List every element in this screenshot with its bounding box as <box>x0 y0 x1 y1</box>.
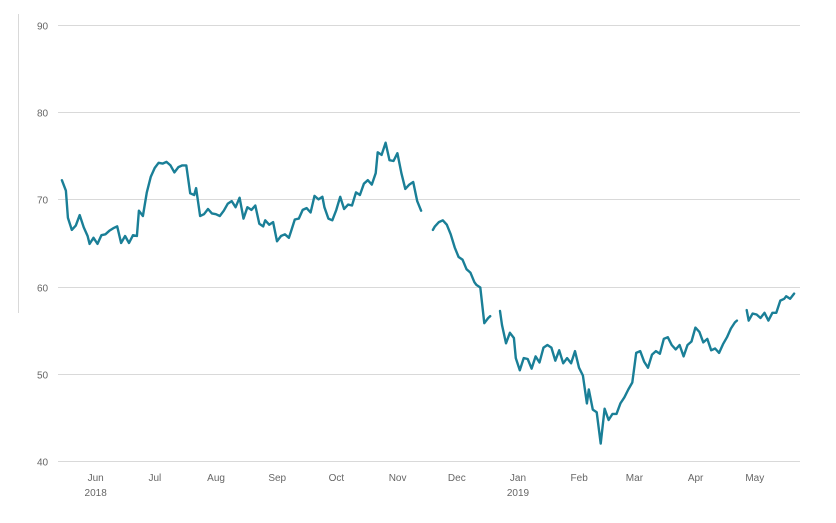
y-tick-label: 70 <box>37 196 49 207</box>
x-tick-label: Mar <box>626 473 644 484</box>
series-line-segment-1 <box>60 141 423 246</box>
x-tick-label: Nov <box>389 473 407 484</box>
x-tick-label: May <box>745 473 764 484</box>
x-tick-label: Jun <box>88 473 104 484</box>
x-tick-year-label: 2019 <box>507 488 530 499</box>
gridlines <box>58 25 800 462</box>
series-line-segment-4 <box>745 292 796 322</box>
x-tick-label: Sep <box>268 473 286 484</box>
x-tick-year-label: 2018 <box>85 488 108 499</box>
series-line-segment-2 <box>431 219 492 325</box>
x-tick-label: Jan <box>510 473 526 484</box>
x-tick-label: Apr <box>688 473 704 484</box>
y-axis-ticks: 40 50 60 70 80 90 <box>37 22 49 469</box>
y-tick-label: 60 <box>37 284 49 295</box>
series-line-segment-3 <box>498 309 739 445</box>
y-tick-label: 90 <box>37 22 49 33</box>
x-tick-label: Feb <box>571 473 589 484</box>
x-tick-label: Dec <box>448 473 466 484</box>
series-layer <box>60 141 796 445</box>
y-tick-label: 40 <box>37 458 49 469</box>
x-tick-label: Oct <box>329 473 345 484</box>
x-axis-ticks: Jun 2018 Jul Aug Sep Oct Nov Dec Jan 2019 Feb Mar Ap… <box>85 473 765 499</box>
x-tick-label: Aug <box>207 473 225 484</box>
y-tick-label: 50 <box>37 371 49 382</box>
y-tick-label: 80 <box>37 109 49 120</box>
x-tick-label: Jul <box>148 473 161 484</box>
